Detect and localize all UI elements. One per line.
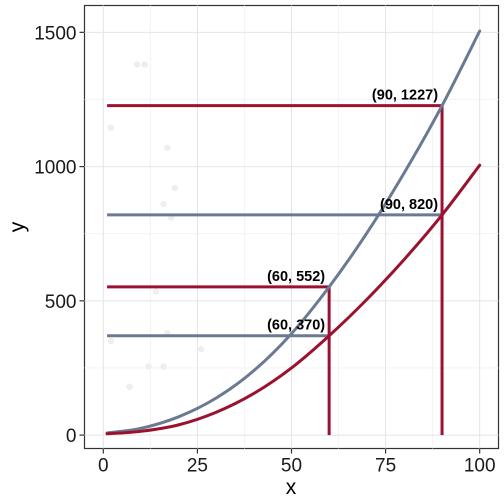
background-point [197, 345, 205, 353]
series-curves [105, 29, 482, 436]
point-annotation: (60, 552) [267, 269, 325, 285]
y-tick-label: 1000 [34, 158, 76, 179]
background-point [145, 363, 152, 370]
background-points [107, 61, 205, 390]
y-tick-label: 500 [45, 292, 77, 313]
background-point [126, 383, 133, 390]
background-point [107, 337, 115, 345]
x-tick-label: 0 [98, 456, 109, 477]
x-tick-label: 50 [281, 456, 302, 477]
background-point [107, 124, 115, 131]
x-tick-label: 25 [187, 456, 208, 477]
series-line-1 [105, 29, 482, 435]
guide-lines [107, 104, 444, 436]
x-tick-label: 100 [464, 456, 496, 477]
point-annotation: (60, 370) [267, 318, 325, 334]
x-axis: 0 25 50 75 100 [98, 448, 496, 477]
background-point [160, 200, 167, 208]
x-axis-title: x [286, 476, 297, 499]
background-point [160, 363, 167, 370]
y-tick-label: 1500 [34, 23, 76, 44]
annotations: (60, 552) (60, 370) (90, 1227) (90, 820) [267, 88, 438, 334]
x-tick-label: 75 [375, 456, 396, 477]
y-axis: 0 500 1000 1500 [34, 23, 85, 447]
series-line-2 [105, 163, 482, 436]
y-axis-title: y [6, 221, 29, 232]
y-tick-label: 0 [66, 426, 77, 447]
background-point [152, 288, 160, 295]
background-point [141, 61, 148, 68]
grid [84, 5, 499, 449]
background-point [133, 61, 141, 68]
background-point [164, 144, 171, 151]
background-point [171, 184, 179, 192]
point-annotation: (90, 1227) [372, 88, 438, 104]
point-annotation: (90, 820) [380, 197, 438, 213]
